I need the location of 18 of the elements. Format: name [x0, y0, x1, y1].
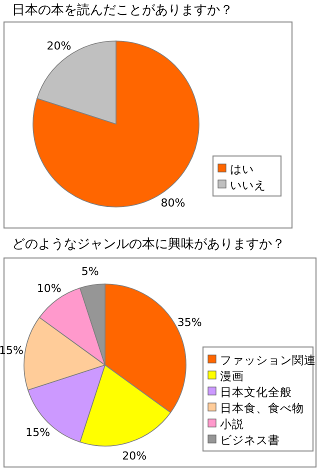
data-label: 20%: [122, 449, 147, 462]
data-label: 10%: [36, 282, 62, 296]
data-label: 80%: [160, 196, 186, 210]
legend-label: 小説: [220, 417, 244, 431]
legend-label: いいえ: [230, 178, 266, 192]
chart-title: 日本の本を読んだことがありますか？: [12, 3, 233, 18]
data-label: 5%: [81, 265, 99, 278]
legend-label: はい: [230, 162, 254, 176]
legend-label: 日本食、食べ物: [220, 401, 304, 415]
legend-label: 日本文化全般: [220, 385, 292, 399]
data-label: 15%: [26, 426, 50, 440]
data-label: 20%: [46, 40, 72, 53]
data-label: 15%: [0, 344, 24, 358]
data-label: 35%: [177, 316, 202, 329]
legend-label: ファッション関連: [220, 353, 316, 367]
legend-label: ビジネス書: [220, 433, 280, 447]
legend-label: 漫画: [220, 369, 244, 383]
chart-title: どのようなジャンルの本に興味がありますか？: [12, 237, 285, 252]
